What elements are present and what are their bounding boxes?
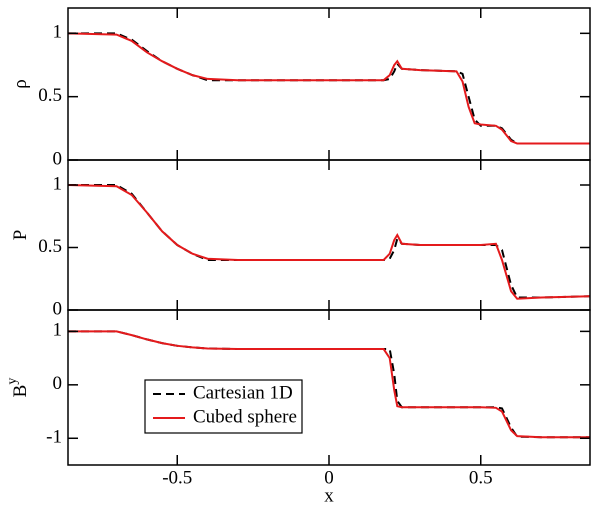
y-tick-label: -1 <box>46 427 62 448</box>
y-tick-label: 0 <box>53 373 63 394</box>
y-axis-label-text: B <box>10 385 31 398</box>
x-tick-label: 0 <box>324 467 334 488</box>
y-axis-label: P <box>10 230 31 241</box>
y-tick-label: 0 <box>53 148 63 169</box>
data-line <box>68 32 590 145</box>
x-tick-label: 0.5 <box>469 467 493 488</box>
x-tick-label: -0.5 <box>162 467 192 488</box>
y-tick-label: 1 <box>53 320 63 341</box>
y-tick-label: 0.5 <box>38 236 62 257</box>
y-axis-label-sup: y <box>5 378 20 385</box>
y-axis-label-text: P <box>10 230 31 241</box>
data-line <box>68 184 590 300</box>
plot-frame <box>67 159 591 311</box>
legend-label: Cubed sphere <box>193 406 297 427</box>
x-axis-label: x <box>324 485 334 506</box>
data-line <box>68 330 590 439</box>
data-line <box>68 32 590 145</box>
legend-label: Cartesian 1D <box>193 382 293 403</box>
y-tick-label: 0 <box>53 298 63 319</box>
y-tick-label: 1 <box>53 173 63 194</box>
y-tick-label: 0.5 <box>38 85 62 106</box>
y-axis-label: ρ <box>10 79 31 88</box>
data-line <box>68 330 590 439</box>
data-line <box>68 184 590 299</box>
legend-box <box>144 379 303 434</box>
y-tick-label: 1 <box>53 22 63 43</box>
y-axis-label: By <box>5 378 31 398</box>
plot-frame <box>67 7 591 161</box>
y-axis-label-text: ρ <box>10 79 31 88</box>
